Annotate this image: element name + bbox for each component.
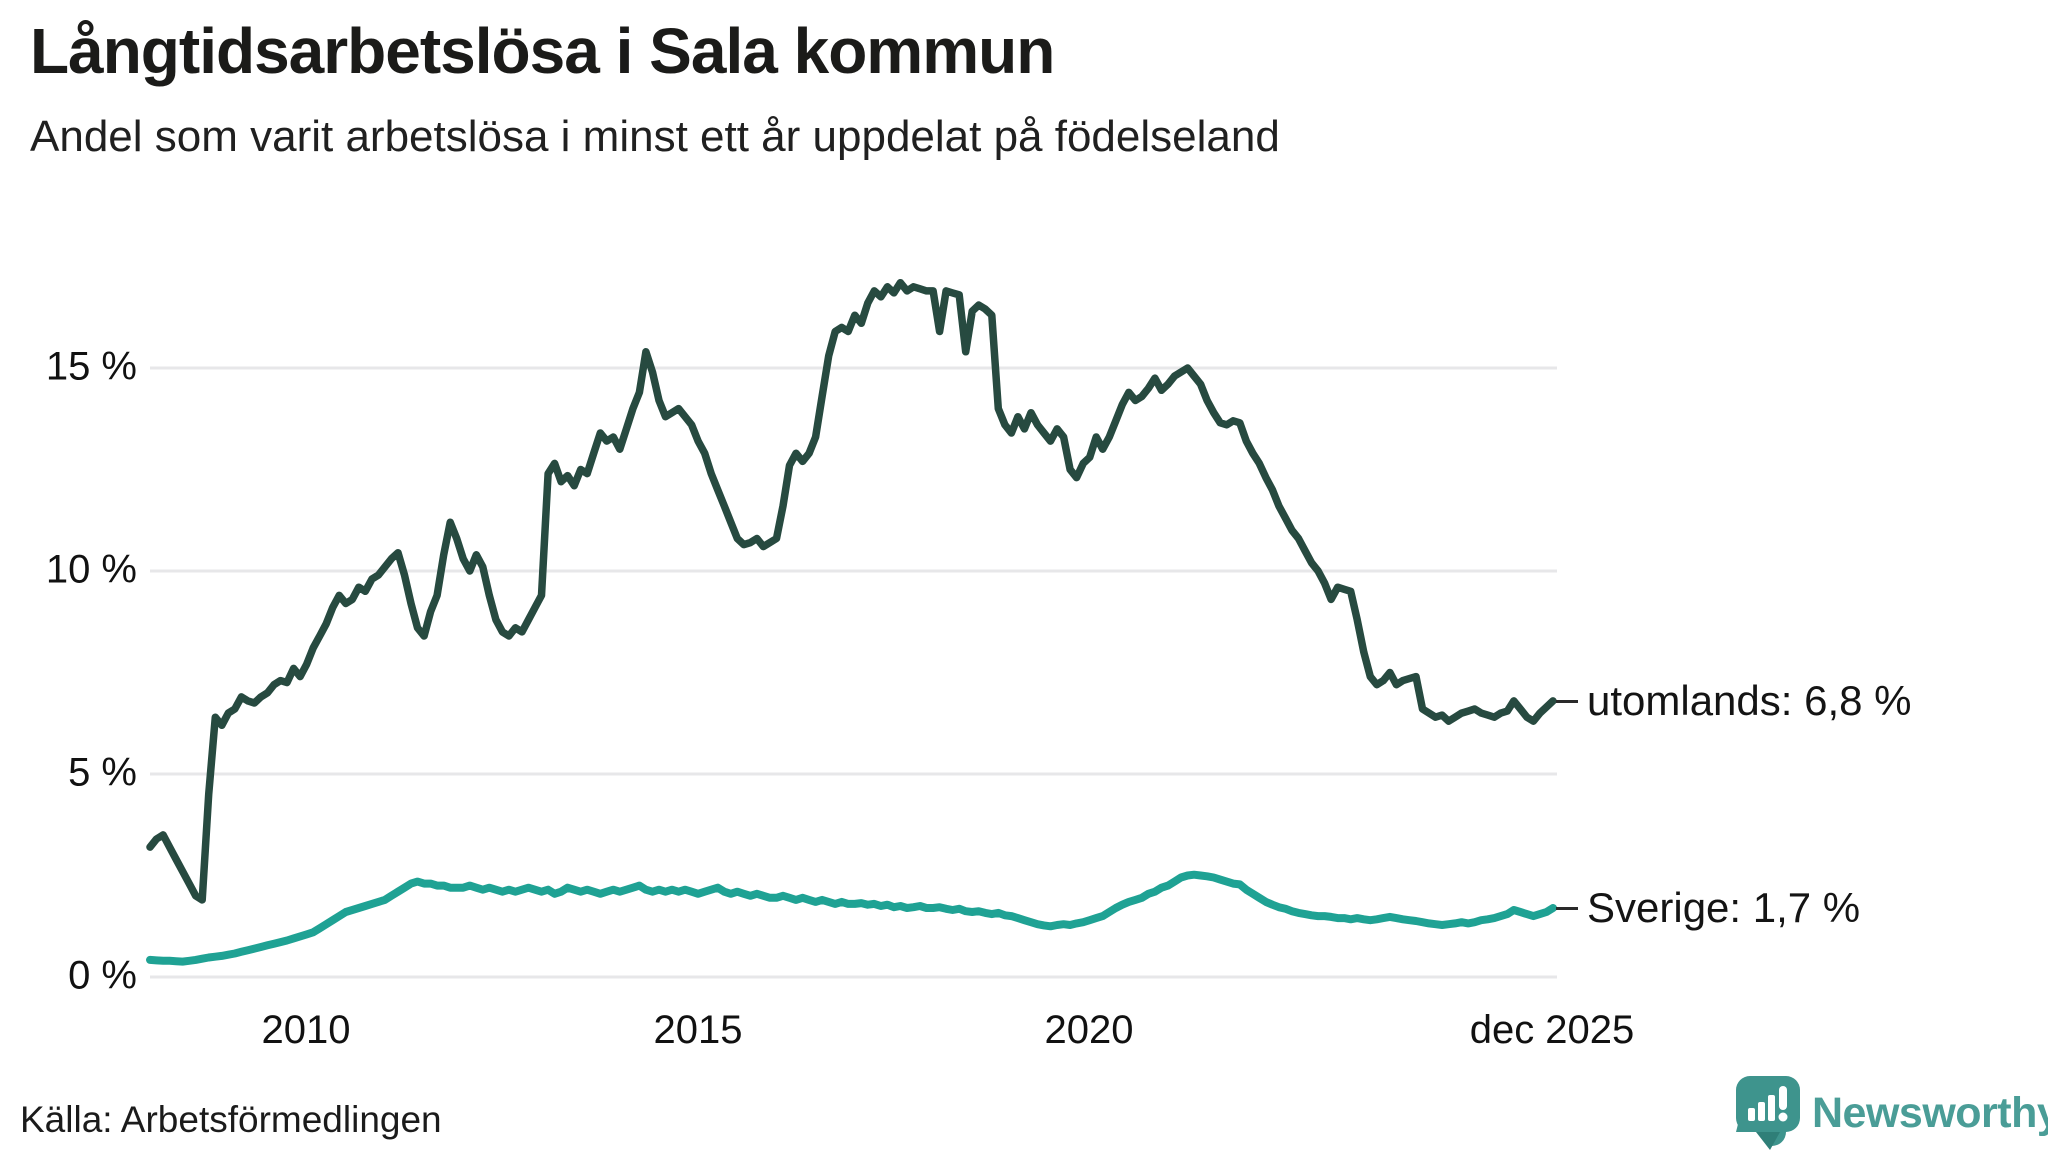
x-tick-dec-2025: dec 2025 xyxy=(1469,1008,1635,1052)
x-tick-2020: 2020 xyxy=(1044,1008,1134,1052)
brand-logo: Newsworthy xyxy=(1736,1076,2048,1150)
y-tick-10: 10 % xyxy=(45,547,137,592)
label-connector xyxy=(1556,699,1578,703)
y-tick-0: 0 % xyxy=(68,953,137,998)
series-label-sverige-text: Sverige: 1,7 % xyxy=(1587,884,1861,931)
series-label-utomlands: utomlands: 6,8 % xyxy=(1556,677,1912,725)
series-label-sverige: Sverige: 1,7 % xyxy=(1556,884,1860,932)
page-subtitle: Andel som varit arbetslösa i minst ett å… xyxy=(30,112,1280,161)
line-series-utomlands xyxy=(146,278,1557,904)
page-title: Långtidsarbetslösa i Sala kommun xyxy=(30,15,1055,87)
brand-name: Newsworthy xyxy=(1812,1088,2048,1137)
source-note: Källa: Arbetsförmedlingen xyxy=(20,1099,442,1140)
series-label-utomlands-text: utomlands: 6,8 % xyxy=(1587,677,1912,724)
line-series-Sverige xyxy=(146,870,1557,966)
y-tick-5: 5 % xyxy=(68,750,137,795)
y-tick-15: 15 % xyxy=(45,344,137,389)
x-tick-2010: 2010 xyxy=(261,1008,351,1052)
x-tick-2015: 2015 xyxy=(653,1008,743,1052)
label-connector xyxy=(1556,906,1578,910)
newsworthy-icon xyxy=(1736,1076,1800,1150)
